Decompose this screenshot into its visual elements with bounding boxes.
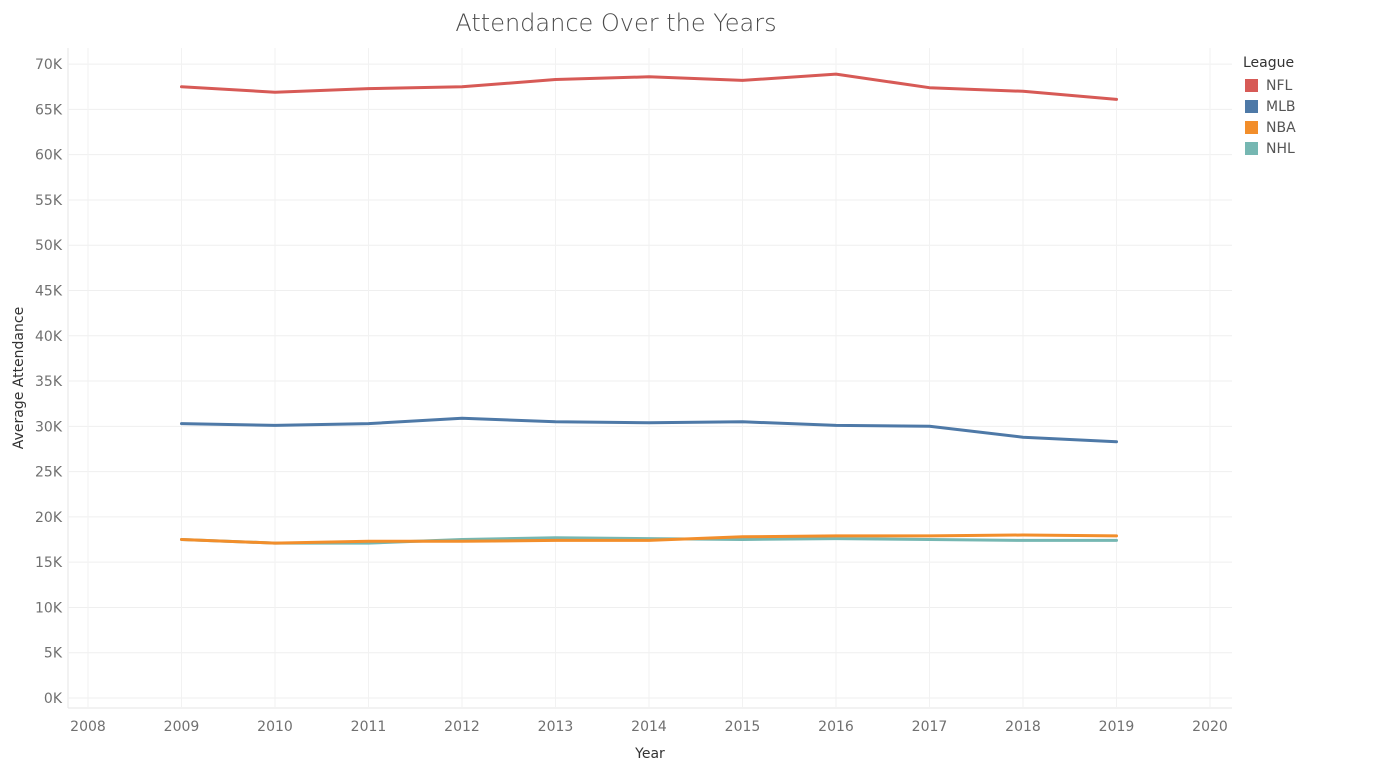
legend-label-nfl: NFL (1266, 77, 1293, 94)
y-tick-label: 60K (35, 148, 63, 164)
y-tick-label: 25K (35, 465, 63, 481)
y-tick-label: 70K (35, 57, 63, 73)
legend-title: League (1243, 55, 1295, 71)
legend-label-mlb: MLB (1266, 98, 1296, 115)
y-tick-label: 5K (44, 646, 63, 662)
legend-item-nba[interactable]: NBA (1243, 117, 1296, 138)
legend-item-nhl[interactable]: NHL (1243, 138, 1296, 159)
y-tick-label: 35K (35, 374, 63, 390)
series-line-mlb[interactable] (180, 416, 1118, 444)
y-axis-title: Average Attendance (11, 307, 27, 449)
x-tick-label: 2012 (444, 719, 480, 735)
legend-item-nfl[interactable]: NFL (1243, 75, 1296, 96)
x-tick-label: 2018 (1005, 719, 1041, 735)
y-tick-label: 0K (44, 691, 63, 707)
legend-swatch-nba (1245, 121, 1258, 134)
legend: League NFL MLB NBA NHL (1243, 55, 1296, 159)
y-tick-label: 15K (35, 555, 63, 571)
chart-title: Attendance Over the Years (455, 9, 777, 37)
grid (67, 48, 1232, 709)
y-tick-label: 50K (35, 238, 63, 254)
x-tick-label: 2011 (351, 719, 387, 735)
series-line-nfl[interactable] (180, 72, 1118, 101)
x-tick-label: 2008 (70, 719, 106, 735)
series-line-nba[interactable] (180, 533, 1118, 545)
y-tick-label: 45K (35, 284, 63, 300)
x-axis-ticks: 2008 2009 2010 2011 2012 2013 2014 2015 2016 2017… (70, 719, 1228, 735)
x-tick-label: 2009 (164, 719, 200, 735)
legend-label-nhl: NHL (1266, 140, 1295, 157)
line-chart: 0K 5K 10K 15K 20K 25K 30K 35K 40K 45K 50K 55K 60K 65K… (11, 48, 1232, 762)
legend-item-mlb[interactable]: MLB (1243, 96, 1296, 117)
x-tick-label: 2015 (725, 719, 761, 735)
x-tick-label: 2020 (1192, 719, 1228, 735)
x-tick-label: 2014 (631, 719, 667, 735)
y-tick-label: 65K (35, 102, 63, 118)
x-axis-title: Year (634, 746, 665, 762)
x-tick-label: 2013 (538, 719, 574, 735)
series-lines (180, 72, 1118, 545)
legend-label-nba: NBA (1266, 119, 1296, 136)
x-tick-label: 2019 (1099, 719, 1135, 735)
y-tick-label: 30K (35, 419, 63, 435)
y-tick-label: 40K (35, 329, 63, 345)
x-tick-label: 2010 (257, 719, 293, 735)
x-tick-label: 2017 (912, 719, 948, 735)
y-tick-label: 55K (35, 193, 63, 209)
y-tick-label: 10K (35, 600, 63, 616)
y-axis-ticks: 0K 5K 10K 15K 20K 25K 30K 35K 40K 45K 50K 55K 60K 65K… (35, 57, 63, 707)
x-tick-label: 2016 (818, 719, 854, 735)
legend-swatch-mlb (1245, 100, 1258, 113)
legend-swatch-nfl (1245, 79, 1258, 92)
y-tick-label: 20K (35, 510, 63, 526)
legend-swatch-nhl (1245, 142, 1258, 155)
